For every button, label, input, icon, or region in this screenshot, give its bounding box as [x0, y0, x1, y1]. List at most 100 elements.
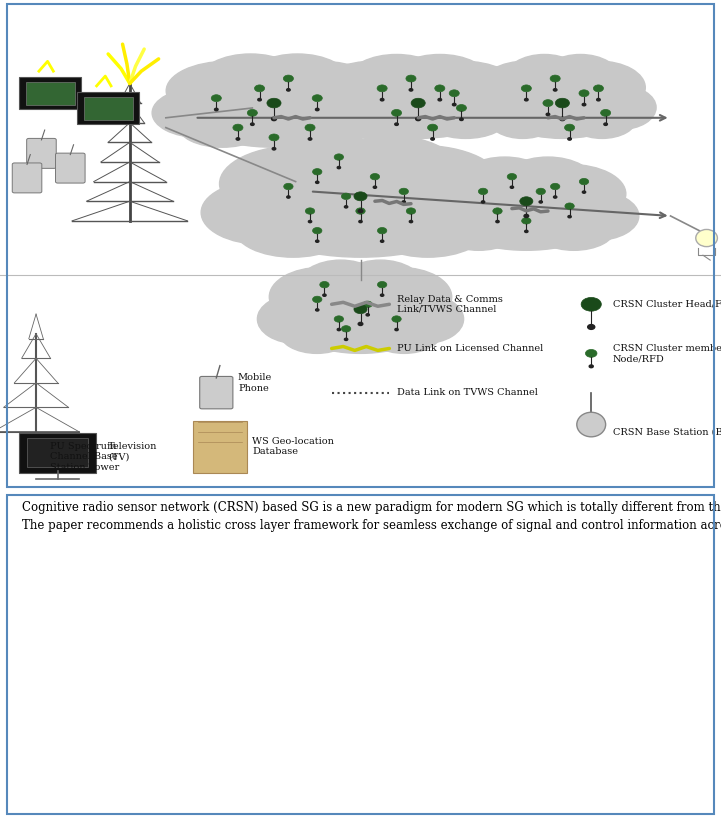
Ellipse shape — [554, 88, 557, 91]
Ellipse shape — [521, 85, 531, 92]
Ellipse shape — [313, 169, 322, 175]
Ellipse shape — [696, 230, 717, 247]
Ellipse shape — [384, 294, 464, 344]
Ellipse shape — [319, 281, 329, 288]
Ellipse shape — [316, 240, 319, 242]
Ellipse shape — [377, 227, 387, 234]
Ellipse shape — [269, 134, 279, 141]
Ellipse shape — [560, 117, 565, 120]
Text: CRSN Cluster Head/FFD: CRSN Cluster Head/FFD — [613, 299, 721, 309]
FancyBboxPatch shape — [56, 153, 85, 183]
Ellipse shape — [567, 99, 637, 138]
Ellipse shape — [302, 88, 396, 137]
Ellipse shape — [283, 183, 293, 190]
Ellipse shape — [583, 191, 585, 193]
Ellipse shape — [381, 98, 384, 101]
Ellipse shape — [313, 296, 322, 303]
Ellipse shape — [337, 329, 340, 330]
Ellipse shape — [565, 124, 575, 131]
Ellipse shape — [280, 103, 371, 147]
Ellipse shape — [371, 173, 380, 180]
Ellipse shape — [359, 221, 362, 222]
Ellipse shape — [356, 208, 366, 214]
FancyBboxPatch shape — [27, 138, 56, 169]
Ellipse shape — [345, 339, 348, 340]
Text: CRSN Cluster member
Node/RFD: CRSN Cluster member Node/RFD — [613, 344, 721, 363]
Ellipse shape — [348, 267, 451, 326]
Ellipse shape — [406, 75, 416, 82]
Ellipse shape — [354, 305, 367, 313]
FancyBboxPatch shape — [19, 433, 96, 473]
Ellipse shape — [211, 95, 221, 101]
Ellipse shape — [536, 188, 546, 195]
Ellipse shape — [305, 124, 315, 131]
Ellipse shape — [482, 201, 485, 203]
Ellipse shape — [496, 221, 499, 222]
Ellipse shape — [373, 187, 376, 188]
Ellipse shape — [329, 99, 412, 138]
FancyBboxPatch shape — [77, 92, 139, 124]
Ellipse shape — [438, 98, 441, 101]
Ellipse shape — [522, 218, 531, 224]
Ellipse shape — [532, 206, 616, 250]
Ellipse shape — [287, 196, 290, 198]
Ellipse shape — [550, 183, 559, 190]
Ellipse shape — [309, 137, 311, 140]
Ellipse shape — [525, 98, 528, 101]
Ellipse shape — [392, 55, 487, 103]
Ellipse shape — [478, 188, 487, 195]
Ellipse shape — [306, 85, 392, 129]
Ellipse shape — [508, 173, 516, 180]
Ellipse shape — [584, 85, 656, 129]
Ellipse shape — [588, 325, 595, 330]
Ellipse shape — [493, 208, 502, 214]
Ellipse shape — [479, 61, 573, 114]
Ellipse shape — [460, 118, 463, 120]
FancyBboxPatch shape — [27, 438, 88, 467]
Ellipse shape — [500, 157, 596, 211]
Ellipse shape — [579, 90, 589, 97]
Ellipse shape — [199, 54, 302, 108]
Ellipse shape — [313, 227, 322, 234]
Ellipse shape — [381, 240, 384, 242]
Ellipse shape — [366, 309, 442, 353]
Ellipse shape — [215, 108, 218, 110]
Ellipse shape — [260, 61, 382, 120]
Ellipse shape — [568, 216, 571, 218]
Ellipse shape — [416, 117, 420, 120]
Ellipse shape — [589, 365, 593, 368]
Ellipse shape — [345, 206, 348, 208]
FancyBboxPatch shape — [12, 163, 42, 193]
Ellipse shape — [547, 113, 549, 115]
Ellipse shape — [309, 221, 311, 222]
Ellipse shape — [568, 137, 571, 140]
Ellipse shape — [312, 95, 322, 101]
Ellipse shape — [319, 61, 431, 114]
Ellipse shape — [334, 154, 344, 160]
Ellipse shape — [552, 191, 639, 240]
Ellipse shape — [457, 157, 552, 211]
Ellipse shape — [440, 172, 613, 250]
Ellipse shape — [435, 85, 445, 92]
Ellipse shape — [246, 54, 349, 108]
Ellipse shape — [180, 69, 368, 147]
Ellipse shape — [273, 147, 275, 150]
Ellipse shape — [337, 260, 424, 314]
Ellipse shape — [257, 294, 337, 344]
Ellipse shape — [377, 85, 387, 92]
Text: WS Geo-location
Database: WS Geo-location Database — [252, 437, 335, 456]
Ellipse shape — [392, 316, 402, 322]
Ellipse shape — [287, 88, 290, 91]
Ellipse shape — [262, 136, 397, 206]
Ellipse shape — [236, 137, 239, 140]
Ellipse shape — [234, 200, 352, 257]
Ellipse shape — [334, 316, 344, 322]
Ellipse shape — [395, 123, 398, 125]
Ellipse shape — [539, 201, 542, 203]
Ellipse shape — [601, 110, 611, 116]
Ellipse shape — [410, 221, 412, 222]
Ellipse shape — [431, 137, 434, 140]
Ellipse shape — [427, 164, 539, 223]
Ellipse shape — [525, 231, 528, 232]
Ellipse shape — [490, 68, 634, 138]
